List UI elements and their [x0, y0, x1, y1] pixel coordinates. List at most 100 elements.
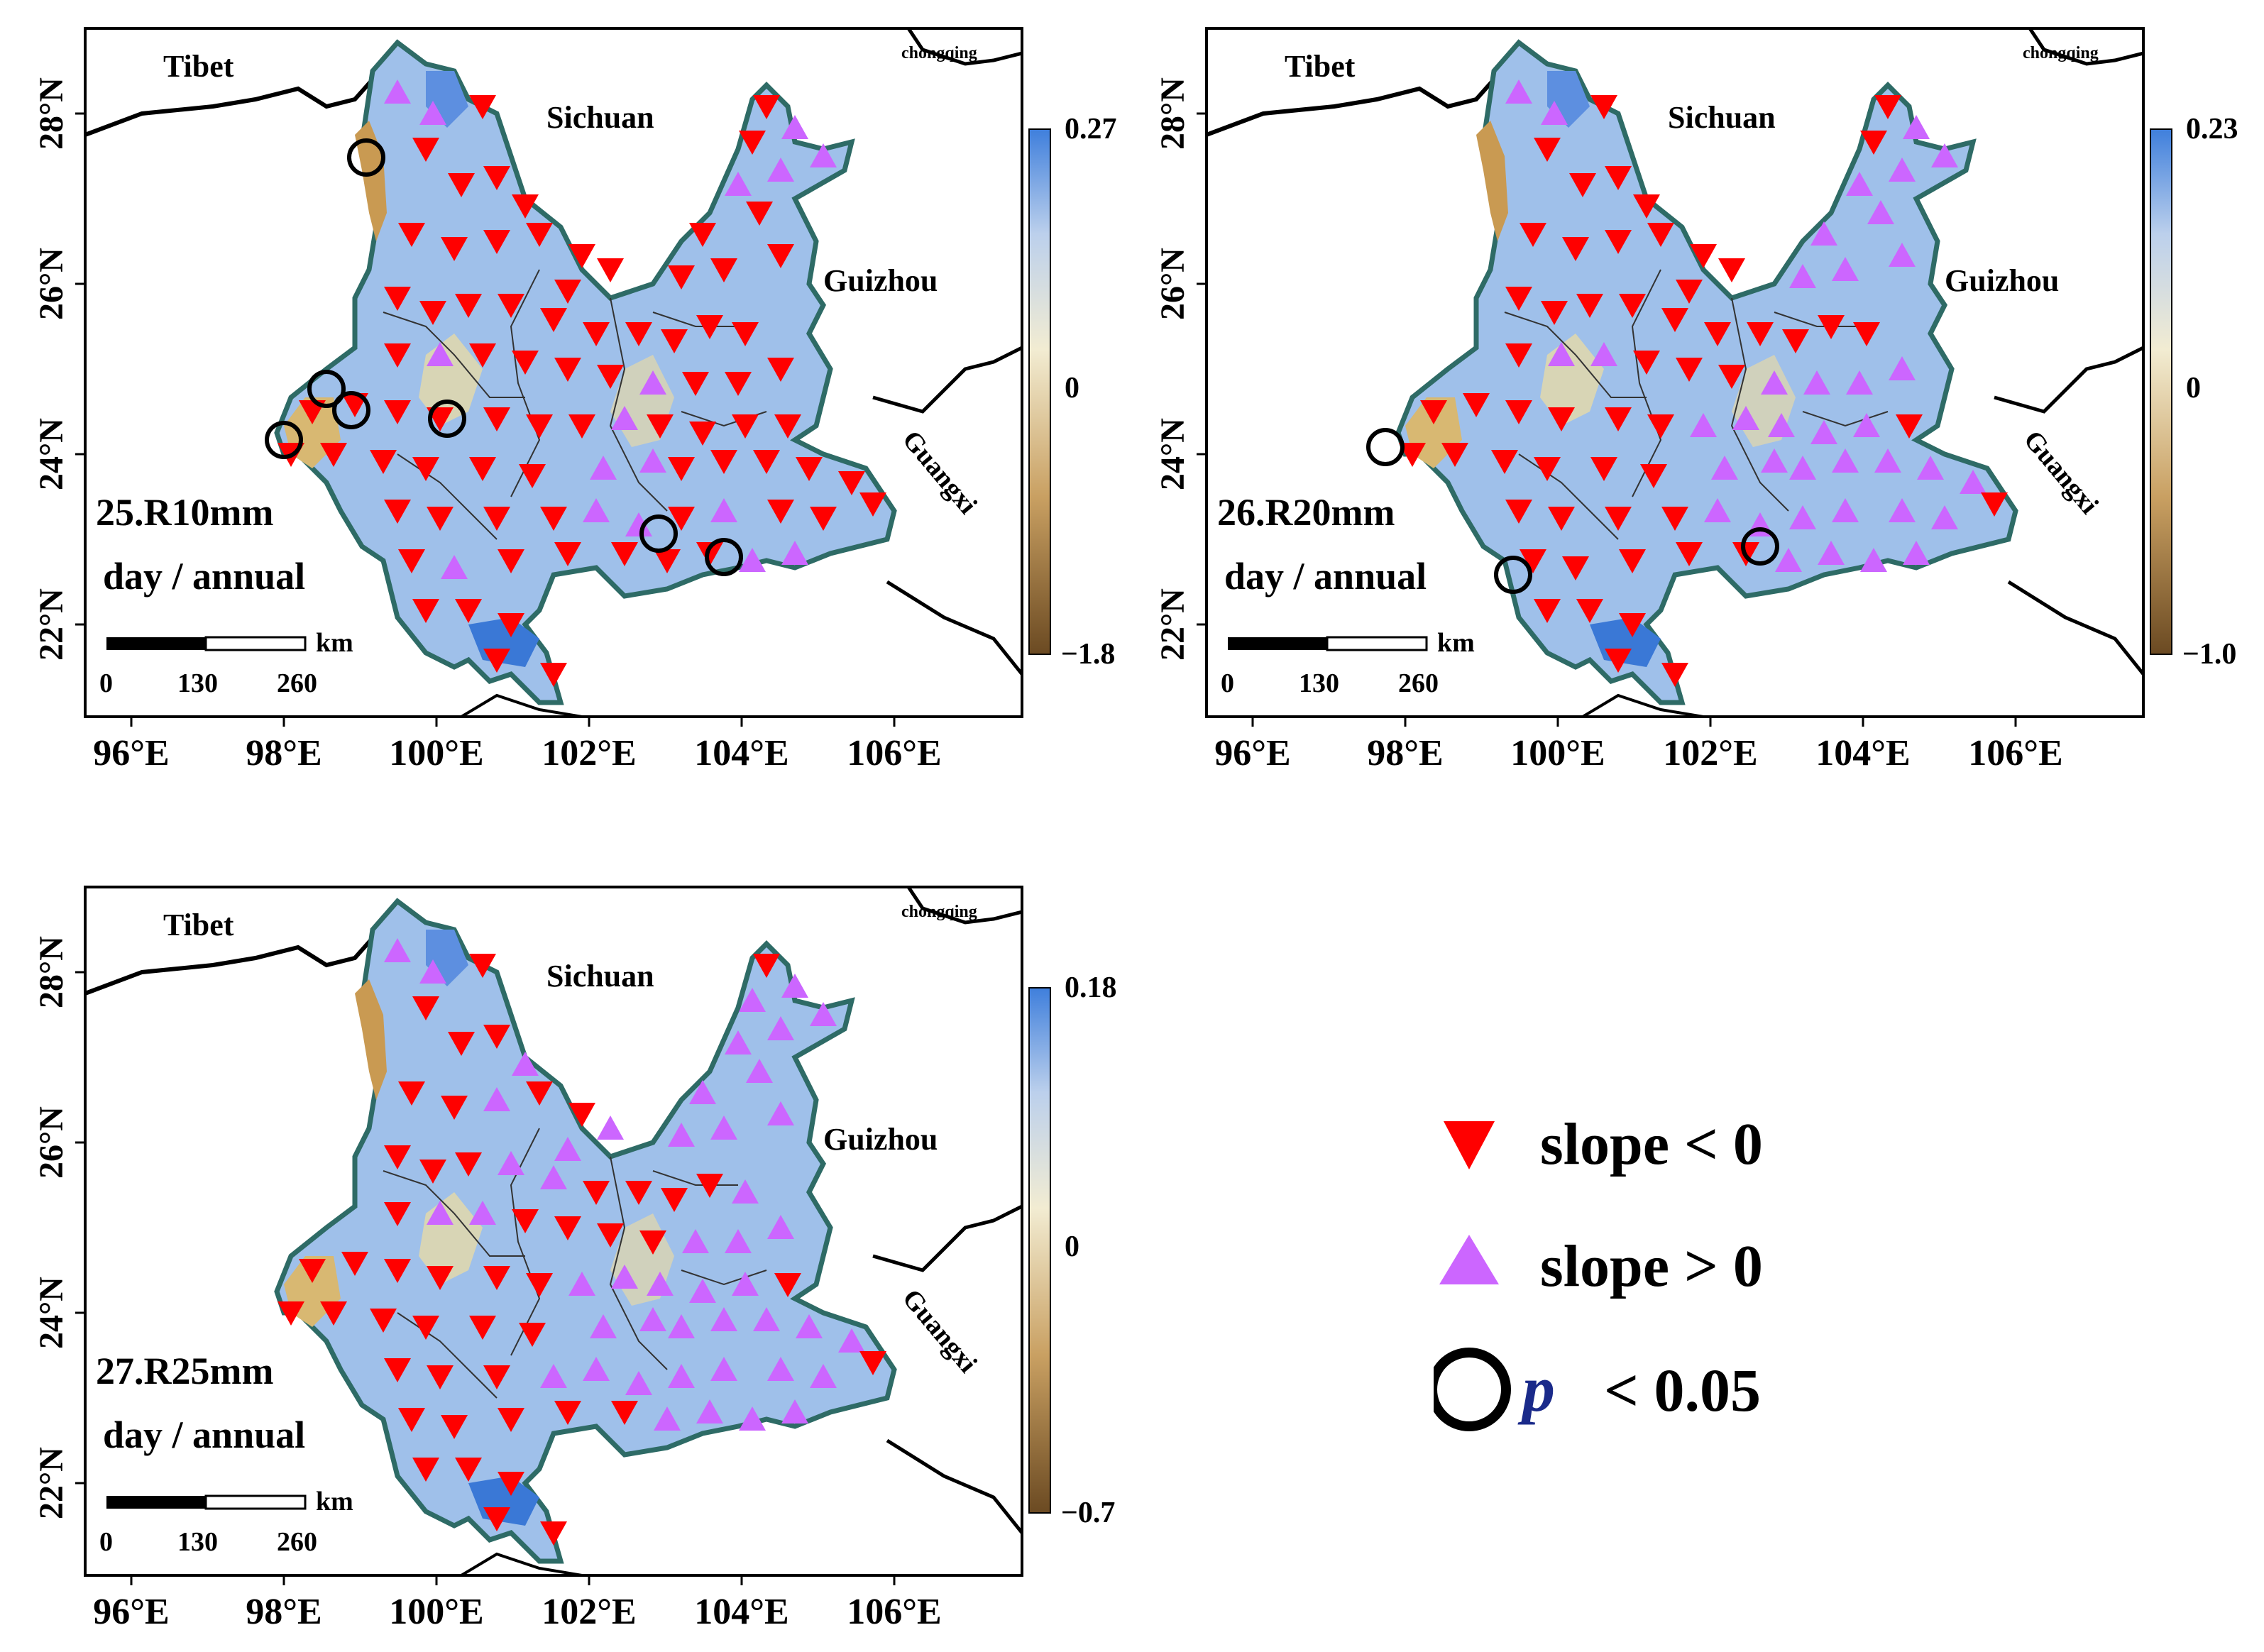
- lon-label: 98°E: [246, 1592, 322, 1632]
- colorbar-mid-label: 0: [2186, 372, 2201, 404]
- legend-p-symbol: p: [1517, 1353, 1555, 1425]
- station-marker-positive: [512, 1052, 539, 1076]
- lon-label: 104°E: [1815, 733, 1910, 773]
- station-marker-negative: [774, 1273, 801, 1297]
- station-marker-negative: [1747, 322, 1774, 346]
- station-marker-positive: [838, 1328, 865, 1353]
- station-marker-positive: [781, 541, 808, 565]
- station-marker-negative: [412, 996, 439, 1020]
- station-marker-positive: [1889, 498, 1916, 522]
- station-marker-negative: [1676, 358, 1703, 382]
- station-marker-positive: [767, 1357, 794, 1381]
- station-marker-negative: [526, 1273, 553, 1297]
- station-marker-negative: [1605, 166, 1632, 190]
- station-marker-negative: [1420, 400, 1447, 424]
- station-marker-negative: [1505, 500, 1532, 524]
- station-marker-positive: [1832, 448, 1859, 473]
- station-marker-negative: [526, 223, 553, 247]
- station-marker-negative: [1491, 450, 1518, 474]
- station-marker-positive: [796, 1314, 823, 1338]
- significance-circle: [1494, 556, 1532, 594]
- station-marker-negative: [427, 507, 454, 531]
- station-marker-negative: [498, 1408, 524, 1432]
- station-marker-positive: [1832, 257, 1859, 281]
- station-marker-positive: [469, 1201, 496, 1225]
- colorbar: [1028, 987, 1051, 1514]
- lon-label: 96°E: [93, 1592, 169, 1632]
- lon-label: 96°E: [1214, 733, 1290, 773]
- station-marker-positive: [1931, 143, 1958, 167]
- station-marker-negative: [320, 443, 347, 467]
- station-marker-negative: [568, 414, 595, 439]
- station-marker-negative: [519, 464, 546, 488]
- station-marker-negative: [1647, 223, 1674, 247]
- station-marker-negative: [1548, 507, 1575, 531]
- station-marker-negative: [498, 1472, 524, 1496]
- station-marker-negative: [1619, 294, 1646, 318]
- station-marker-negative: [384, 1145, 411, 1169]
- station-marker-negative: [568, 1103, 595, 1127]
- station-marker-positive: [710, 498, 737, 522]
- station-marker-negative: [455, 599, 482, 623]
- station-marker-negative: [448, 173, 475, 197]
- station-marker-positive: [1818, 541, 1845, 565]
- scale-tick-130: 130: [177, 1527, 218, 1557]
- station-marker-positive: [483, 1087, 510, 1111]
- station-marker-negative: [441, 1415, 468, 1439]
- significance-circle: [639, 514, 678, 553]
- station-marker-negative: [412, 457, 439, 481]
- dry-valley-west: [355, 121, 387, 241]
- station-marker-negative: [661, 329, 688, 353]
- station-marker-negative: [611, 1401, 638, 1425]
- prefecture-boundaries: [383, 1128, 767, 1399]
- legend-pos-label: slope > 0: [1540, 1233, 1763, 1299]
- lat-label: 28°N: [1154, 77, 1192, 150]
- station-marker-negative: [746, 202, 773, 226]
- station-marker-negative: [696, 1174, 723, 1198]
- station-marker-positive: [597, 1116, 624, 1140]
- station-marker-negative: [1661, 507, 1688, 531]
- station-marker-negative: [796, 457, 823, 481]
- lat-label: 26°N: [1154, 248, 1192, 320]
- station-marker-negative: [1640, 464, 1667, 488]
- station-marker-positive: [583, 498, 610, 522]
- lon-label: 100°E: [389, 1592, 483, 1632]
- station-marker-positive: [625, 512, 652, 536]
- station-marker-positive: [384, 79, 411, 104]
- panel-title-line2: day / annual: [103, 555, 305, 598]
- station-marker-positive: [810, 1364, 837, 1388]
- guizhou-guangxi-boundary: [872, 346, 1022, 414]
- station-marker-positive: [739, 548, 766, 572]
- station-marker-negative: [689, 422, 716, 446]
- station-marker-positive: [1889, 158, 1916, 182]
- station-marker-positive: [1505, 79, 1532, 104]
- station-marker-positive: [1775, 548, 1802, 572]
- station-marker-negative: [838, 471, 865, 495]
- station-marker-negative: [483, 1507, 510, 1531]
- colorbar-mid-label: 0: [1065, 1230, 1079, 1263]
- station-marker-negative: [859, 492, 886, 517]
- station-marker-negative: [1605, 649, 1632, 673]
- significance-circle: [705, 538, 743, 576]
- station-marker-positive: [1810, 221, 1837, 246]
- station-marker-positive: [639, 1307, 666, 1331]
- dry-valley-west: [355, 979, 387, 1100]
- station-marker-positive: [668, 1123, 695, 1147]
- station-marker-negative: [540, 308, 567, 332]
- station-marker-negative: [483, 507, 510, 531]
- station-marker-positive: [668, 1364, 695, 1388]
- station-marker-negative: [1505, 343, 1532, 368]
- station-marker-positive: [710, 1307, 737, 1331]
- station-marker-negative: [1633, 351, 1660, 375]
- station-marker-negative: [398, 223, 425, 247]
- lon-label: 102°E: [542, 733, 636, 773]
- lat-label: 24°N: [1154, 418, 1192, 490]
- station-marker-negative: [767, 358, 794, 382]
- station-marker-negative: [427, 1365, 454, 1389]
- station-marker-negative: [625, 322, 652, 346]
- station-marker-negative: [1463, 393, 1490, 417]
- station-marker-negative: [732, 414, 759, 439]
- significance-circle: [332, 391, 370, 429]
- station-marker-negative: [554, 280, 581, 304]
- station-marker-negative: [774, 414, 801, 439]
